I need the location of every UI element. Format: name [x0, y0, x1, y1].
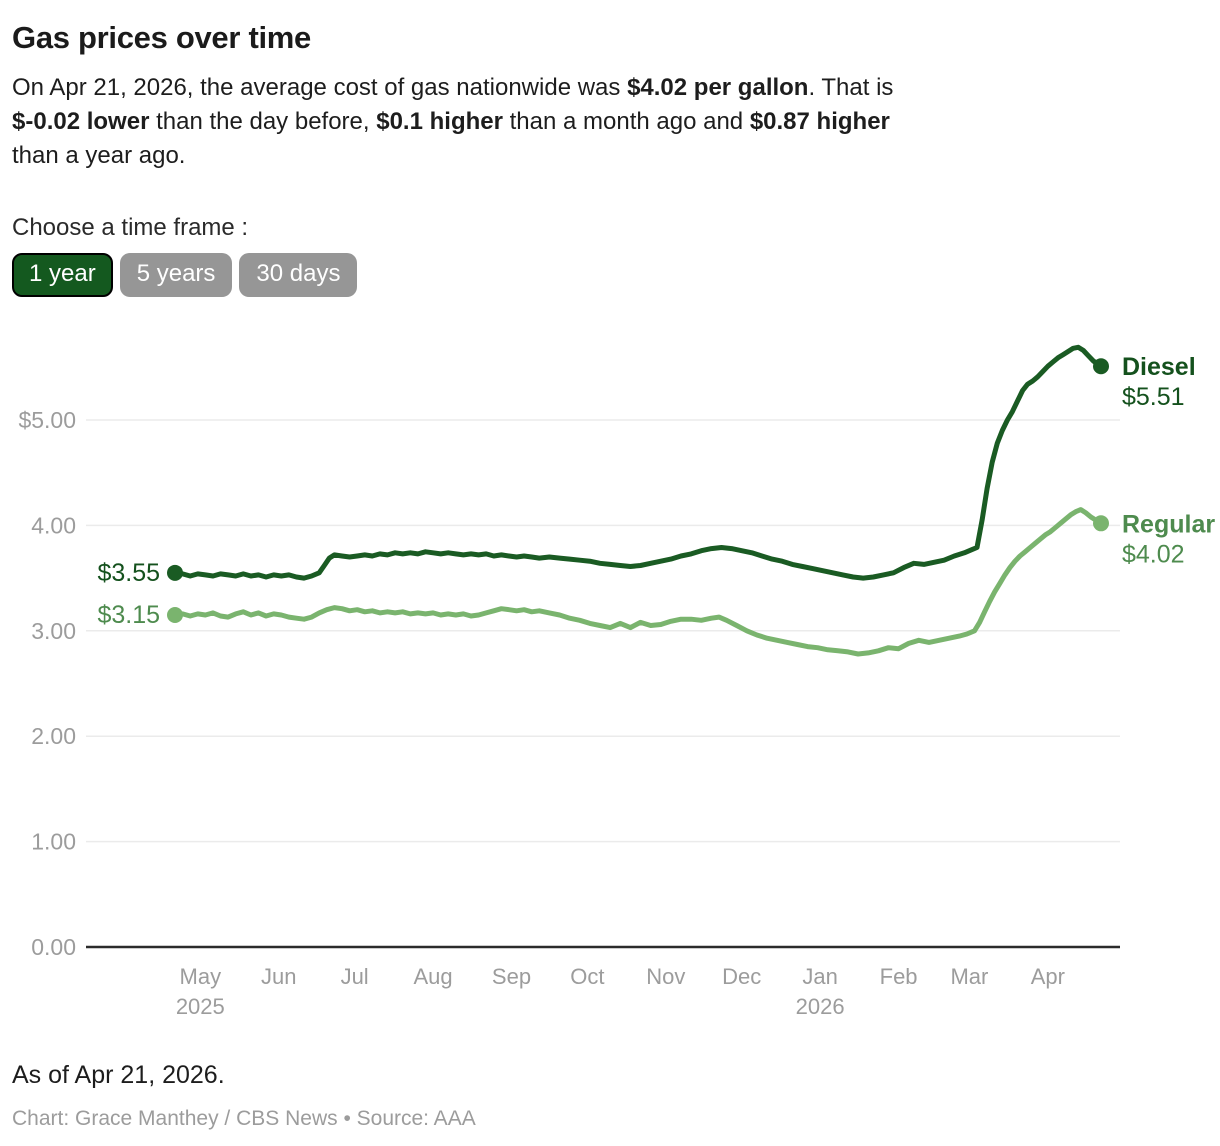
timeframe-button-30-days[interactable]: 30 days — [239, 253, 358, 297]
y-axis-tick-label: 3.00 — [31, 618, 76, 644]
timeframe-button-1-year[interactable]: 1 year — [12, 253, 113, 297]
as-of-note: As of Apr 21, 2026. — [12, 1061, 225, 1089]
y-axis-tick-label: 1.00 — [31, 829, 76, 855]
description-text: than the day before, — [149, 108, 377, 135]
description-highlight: $4.02 per gallon — [627, 74, 809, 101]
diesel-end-dot — [1093, 358, 1109, 375]
diesel-end-value-label: $5.51 — [1122, 383, 1185, 411]
diesel-start-value-label: $3.55 — [97, 559, 160, 587]
x-axis-month-label: Nov — [646, 964, 685, 989]
regular-series-name-label: Regular — [1122, 510, 1215, 538]
x-axis-month-label: Jun — [261, 964, 296, 989]
regular-end-dot — [1093, 515, 1109, 532]
x-axis-year-label: 2026 — [796, 994, 845, 1019]
description-highlight: $-0.02 lower — [12, 108, 150, 135]
x-axis-month-label: Jul — [341, 964, 369, 989]
x-axis-month-label: Jan — [802, 964, 837, 989]
regular-start-value-label: $3.15 — [97, 601, 160, 629]
description-text: On Apr 21, 2026, the average cost of gas… — [12, 74, 628, 101]
description-highlight: $0.1 higher — [376, 108, 503, 135]
y-axis-tick-label: 4.00 — [31, 512, 76, 538]
regular-line[interactable] — [172, 507, 1104, 657]
timeframe-button-group: 1 year 5 years 30 days — [12, 253, 1208, 297]
description-highlight: $0.87 higher — [749, 108, 890, 135]
y-axis-tick-label: 2.00 — [31, 723, 76, 749]
x-axis-month-label: Dec — [722, 964, 761, 989]
regular-end-value-label: $4.02 — [1122, 540, 1185, 568]
x-axis-month-label: Aug — [413, 964, 452, 989]
chart-description: On Apr 21, 2026, the average cost of gas… — [12, 71, 1208, 173]
diesel-start-dot — [167, 564, 183, 581]
description-text: than a year ago. — [12, 142, 186, 169]
credit-line: Chart: Grace Manthey / CBS News • Source… — [12, 1107, 476, 1130]
x-axis-month-label: May — [180, 964, 222, 989]
page-title: Gas prices over time — [12, 20, 311, 55]
x-axis-month-label: Apr — [1031, 964, 1065, 989]
description-text: . That is — [808, 74, 894, 101]
x-axis-month-label: Mar — [950, 964, 988, 989]
timeframe-button-5-years[interactable]: 5 years — [119, 253, 233, 297]
chart-header: Gas prices over time On Apr 21, 2026, th… — [0, 0, 1220, 297]
y-axis-tick-label: $5.00 — [18, 407, 76, 433]
description-text: than a month ago and — [502, 108, 750, 135]
diesel-series-name-label: Diesel — [1122, 353, 1196, 381]
diesel-line[interactable] — [172, 344, 1104, 581]
y-axis-tick-label: 0.00 — [31, 934, 76, 960]
regular-start-dot — [167, 606, 183, 623]
x-axis-year-label: 2025 — [176, 994, 225, 1019]
x-axis-month-label: Sep — [492, 964, 531, 989]
x-axis-month-label: Feb — [880, 964, 918, 989]
timeframe-label: Choose a time frame : — [12, 214, 249, 241]
x-axis-month-label: Oct — [570, 964, 604, 989]
